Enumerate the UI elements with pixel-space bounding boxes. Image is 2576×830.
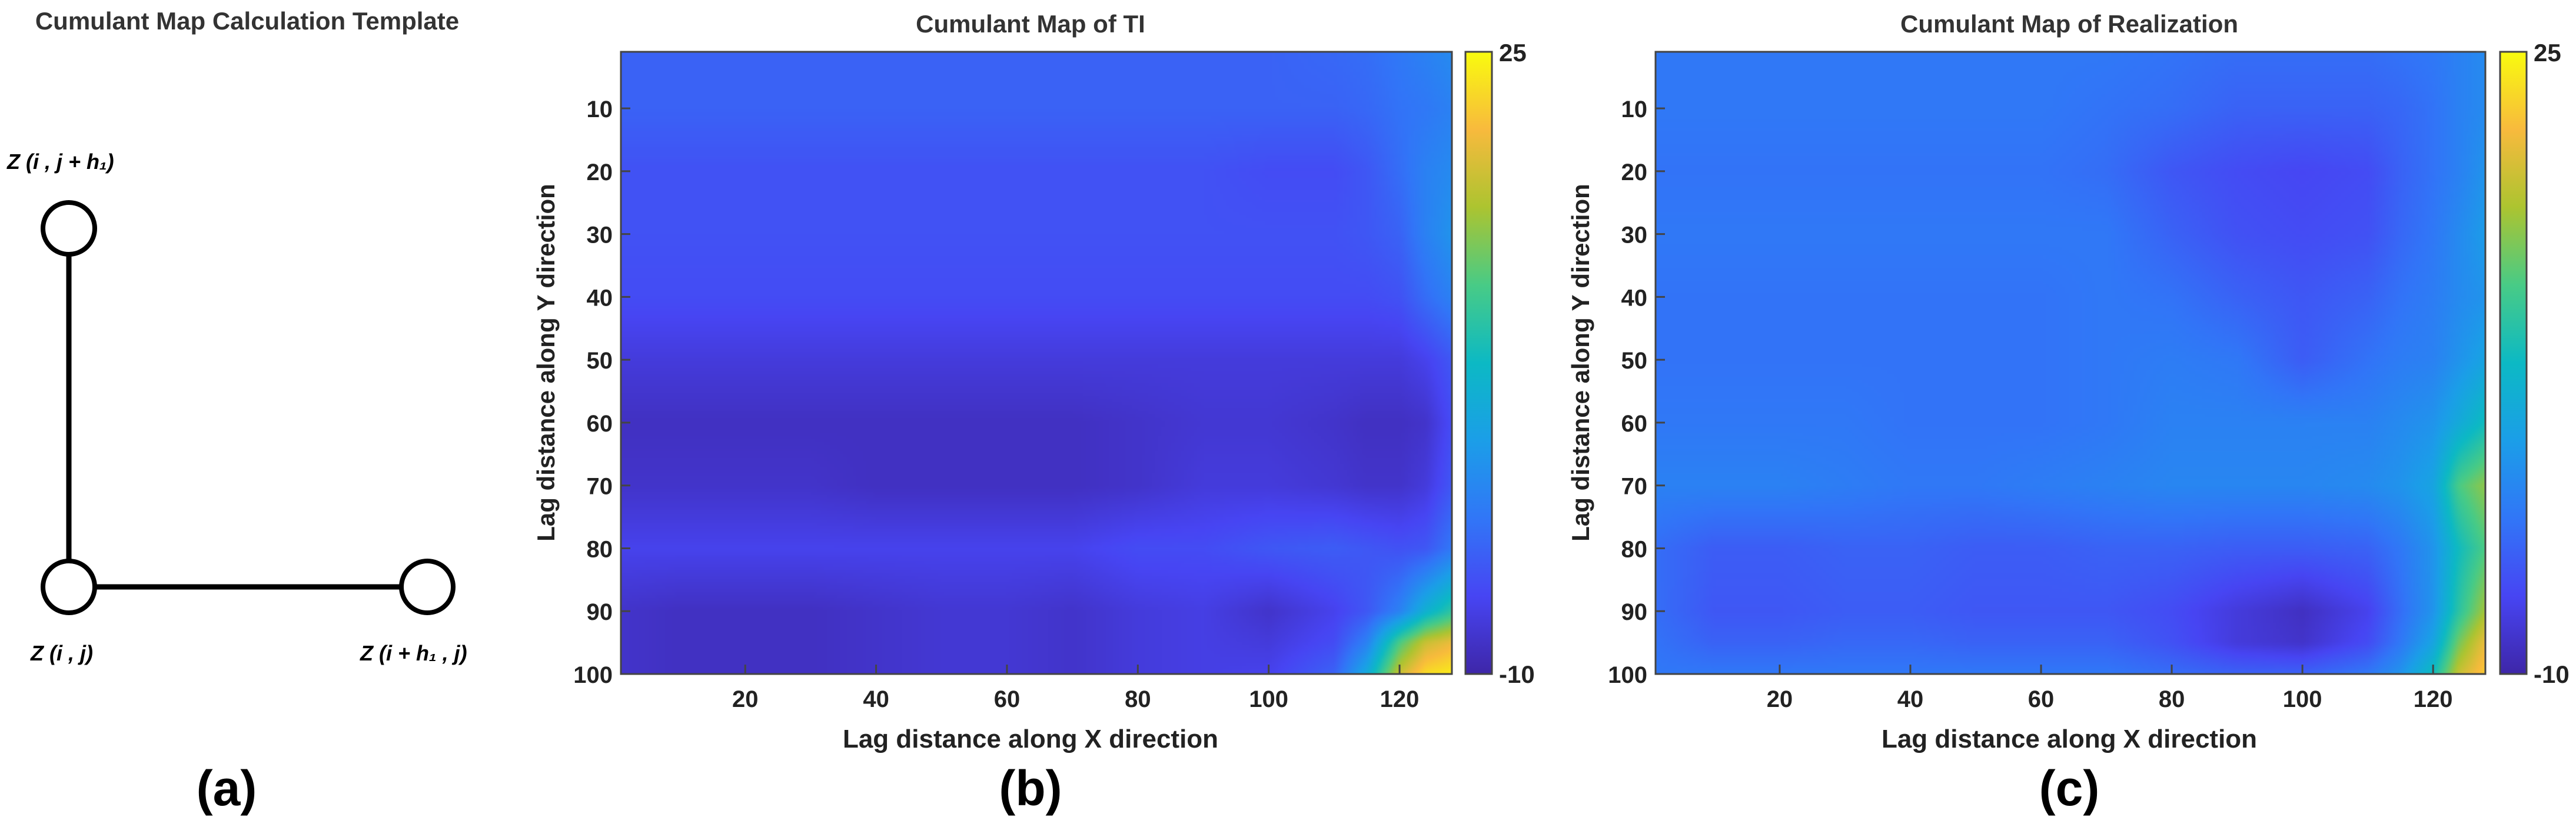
- x-tick-label: 100: [2283, 686, 2322, 712]
- x-tick-label: 20: [732, 686, 759, 712]
- y-tick-label: 20: [1621, 160, 1648, 185]
- x-tick-label: 40: [863, 686, 889, 712]
- chart-c-heatmap: [1656, 52, 2485, 674]
- chart-b-x-ticks: 20 40 60 80 100 120: [732, 665, 1419, 712]
- panel-a-title: Cumulant Map Calculation Template: [35, 7, 459, 35]
- y-tick-label: 70: [1621, 474, 1648, 500]
- y-tick-label: 60: [1621, 411, 1648, 437]
- x-tick-label: 100: [1249, 686, 1288, 712]
- chart-b-title: Cumulant Map of TI: [916, 10, 1145, 38]
- y-tick-label: 10: [587, 97, 613, 122]
- y-tick-label: 30: [1621, 223, 1648, 248]
- panel-a: Cumulant Map Calculation Template Z (i ,…: [6, 7, 467, 816]
- chart-b-plot-frame: [620, 51, 1453, 675]
- chart-c-title: Cumulant Map of Realization: [1900, 10, 2238, 38]
- chart-b-colorbar: [1464, 51, 1493, 675]
- chart-c-plot-frame: [1654, 51, 2487, 675]
- y-tick-label: 60: [587, 411, 613, 437]
- chart-c-y-ticks: 10 20 30 40 50 60 70 80 90 100: [1608, 97, 1665, 688]
- y-tick-label: 40: [587, 285, 613, 311]
- chart-c-xlabel: Lag distance along X direction: [1882, 725, 2257, 753]
- y-tick-label: 90: [1621, 599, 1648, 625]
- y-tick-label: 80: [1621, 536, 1648, 562]
- chart-b-heatmap: [621, 52, 1452, 674]
- colorbar-b-max-label: 25: [1499, 39, 1527, 67]
- node-top-label: Z (i , j + h₁): [6, 150, 114, 174]
- caption-c: (c): [2039, 761, 2100, 816]
- x-tick-label: 40: [1897, 686, 1924, 712]
- y-tick-label: 30: [587, 223, 613, 248]
- x-tick-label: 60: [994, 686, 1021, 712]
- chart-c-colorbar-ticks: [2520, 51, 2527, 675]
- chart-b-xlabel: Lag distance along X direction: [843, 725, 1218, 753]
- y-tick-label: 90: [587, 599, 613, 625]
- colorbar-c-max-label: 25: [2534, 39, 2561, 67]
- node-right: [399, 559, 456, 615]
- y-tick-label: 80: [587, 536, 613, 562]
- x-tick-label: 120: [1380, 686, 1420, 712]
- caption-b: (b): [999, 761, 1062, 816]
- caption-a: (a): [197, 761, 257, 816]
- y-tick-label: 10: [1621, 97, 1648, 122]
- x-tick-label: 60: [2028, 686, 2055, 712]
- chart-b-y-ticks: 10 20 30 40 50 60 70 80 90 100: [573, 97, 630, 688]
- node-top: [41, 200, 97, 257]
- y-tick-label: 50: [1621, 348, 1648, 374]
- y-tick-label: 100: [1608, 662, 1647, 688]
- y-tick-label: 40: [1621, 285, 1648, 311]
- node-origin-label: Z (i , j): [30, 641, 93, 665]
- node-right-label: Z (i + h₁ , j): [360, 641, 467, 665]
- node-origin: [41, 559, 97, 615]
- chart-b-colorbar-ticks: [1485, 51, 1492, 675]
- x-tick-label: 80: [1125, 686, 1151, 712]
- chart-c-x-ticks: 20 40 60 80 100 120: [1767, 665, 2453, 712]
- y-tick-label: 70: [587, 474, 613, 500]
- x-tick-label: 120: [2414, 686, 2453, 712]
- x-tick-label: 20: [1767, 686, 1793, 712]
- y-tick-label: 20: [587, 160, 613, 185]
- chart-c-ylabel: Lag distance along Y direction: [1567, 184, 1594, 542]
- y-tick-label: 100: [573, 662, 613, 688]
- panel-c: Cumulant Map of Realization 20 40 60 80 100 1…: [1567, 10, 2570, 816]
- chart-c-colorbar: [2499, 51, 2528, 675]
- colorbar-b-min-label: -10: [1499, 660, 1535, 688]
- colorbar-c-min-label: -10: [2534, 660, 2570, 688]
- panel-b: Cumulant Map of TI 20 40 60 80 100 120 10 20 30…: [532, 10, 1535, 816]
- chart-b-ylabel: Lag distance along Y direction: [532, 184, 560, 542]
- x-tick-label: 80: [2159, 686, 2185, 712]
- y-tick-label: 50: [587, 348, 613, 374]
